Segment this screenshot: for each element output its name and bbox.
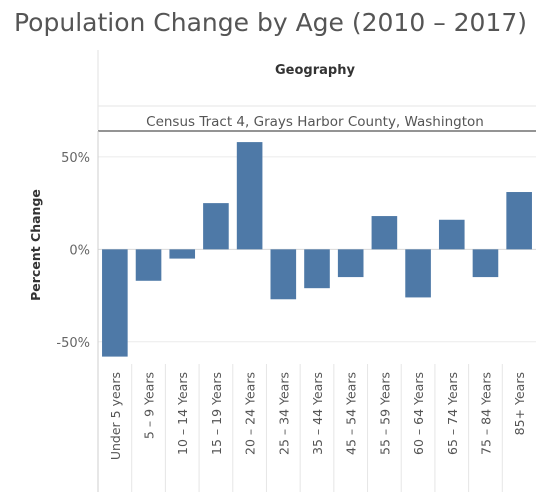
bar-3: [203, 203, 229, 250]
x-tick-label-1: 5 – 9 Years: [142, 372, 157, 439]
x-tick-label-2: 10 – 14 Years: [175, 372, 190, 455]
x-tick-label-7: 45 – 54 Years: [344, 372, 359, 455]
y-axis-ticks: 50% 0% -50%: [56, 151, 90, 351]
y-axis-title: Percent Change: [28, 189, 43, 301]
x-tick-label-8: 55 – 59 Years: [377, 372, 392, 455]
bar-5: [270, 249, 297, 300]
column-header: Geography: [275, 63, 355, 78]
gridlines: [98, 156, 536, 343]
bars: [102, 142, 532, 357]
y-tick-label-0: 50%: [61, 151, 90, 166]
bar-12: [506, 192, 532, 250]
bar-0: [102, 249, 128, 357]
x-tick-label-0: Under 5 years: [108, 372, 123, 460]
x-tick-label-5: 25 – 34 Years: [276, 372, 291, 455]
x-tick-label-11: 75 – 84 Years: [478, 372, 493, 455]
bar-10: [438, 219, 465, 250]
chart-title: Population Change by Age (2010 – 2017): [14, 8, 528, 37]
bar-6: [304, 249, 330, 289]
bar-2: [169, 249, 196, 259]
bar-7: [337, 249, 364, 278]
x-tick-label-12: 85+ Years: [512, 372, 527, 435]
x-tick-label-9: 60 – 64 Years: [411, 372, 426, 455]
x-axis-labels: Under 5 years 5 – 9 Years 10 – 14 Years 15 …: [108, 364, 527, 492]
x-tick-label-10: 65 – 74 Years: [445, 372, 460, 455]
bar-9: [405, 249, 431, 298]
x-tick-label-3: 15 – 19 Years: [209, 372, 224, 455]
x-tick-label-4: 20 – 24 Years: [243, 372, 258, 455]
bar-11: [472, 249, 499, 278]
y-tick-label-1: 0%: [69, 243, 90, 258]
y-tick-label-2: -50%: [56, 336, 90, 351]
bar-4: [236, 142, 263, 250]
panel-label: Census Tract 4, Grays Harbor County, Was…: [146, 114, 484, 130]
bar-8: [371, 216, 398, 250]
bar-1: [135, 249, 162, 281]
x-tick-label-6: 35 – 44 Years: [310, 372, 325, 455]
